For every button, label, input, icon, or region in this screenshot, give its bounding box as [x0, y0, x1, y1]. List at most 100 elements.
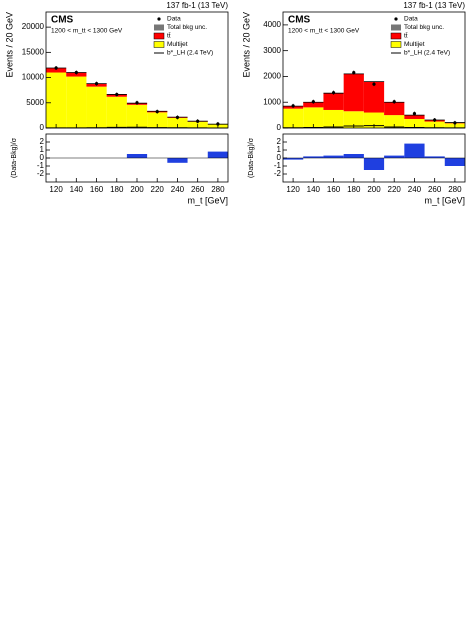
multijet-bar — [363, 112, 385, 128]
x-label: m_t [GeV] — [187, 195, 228, 205]
lumi: 137 fb-1 (13 TeV) — [166, 1, 228, 10]
legend-entry: tt̄ — [404, 32, 408, 40]
ttbar-bar — [384, 102, 405, 116]
x-tick-label: 160 — [90, 185, 104, 194]
pull-tick-label: 1 — [277, 145, 282, 154]
y-tick-label: 20000 — [22, 22, 45, 31]
x-tick-label: 160 — [327, 185, 341, 194]
data-point — [155, 110, 159, 114]
y-tick-label: 2000 — [263, 72, 281, 81]
pull-bar — [126, 154, 148, 158]
legend-marker — [153, 32, 165, 40]
legend-entry: b*_LH (2.4 TeV) — [167, 50, 213, 57]
data-point — [331, 91, 336, 95]
legend-entry: b*_LH (2.4 TeV) — [404, 50, 450, 57]
legend-unc-marker — [391, 24, 401, 31]
y-tick-label: 15000 — [22, 47, 45, 56]
pull-bar — [323, 155, 344, 158]
pull-bar — [283, 158, 304, 160]
multijet-bar — [384, 115, 405, 128]
x-tick-label: 240 — [171, 185, 185, 194]
pull-tick-label: 2 — [40, 137, 45, 146]
legend-entry: Total bkg unc. — [404, 24, 444, 31]
ttbar-bar — [363, 81, 385, 113]
x-tick-label: 120 — [286, 185, 300, 194]
data-point — [54, 66, 58, 70]
multijet-bar — [106, 96, 127, 128]
y-label: Events / 20 GeV — [4, 12, 14, 78]
pull-tick-label: 2 — [277, 137, 282, 146]
x-label: m_t [GeV] — [424, 195, 465, 205]
legend-marker — [390, 32, 402, 40]
x-tick-label: 200 — [130, 185, 144, 194]
multijet-bar — [283, 108, 304, 128]
x-tick-label: 140 — [307, 185, 321, 194]
x-tick-label: 180 — [347, 185, 361, 194]
experiment: CMS — [288, 15, 311, 26]
multijet-bar — [404, 118, 425, 128]
data-point — [412, 111, 417, 116]
legend-entry: tt̄ — [167, 32, 171, 40]
pull-tick-label: 1 — [40, 145, 45, 154]
x-tick-label: 180 — [110, 185, 124, 194]
lumi: 137 fb-1 (13 TeV) — [403, 1, 465, 10]
data-point — [291, 104, 295, 108]
pull-bar — [343, 154, 364, 158]
pull-bar — [363, 158, 385, 170]
y-tick-label: 0 — [40, 123, 45, 132]
experiment: CMS — [51, 15, 74, 26]
x-tick-label: 280 — [448, 185, 462, 194]
data-point — [372, 82, 376, 86]
data-point — [311, 100, 315, 104]
data-point — [115, 92, 119, 97]
multijet-bar — [323, 109, 344, 128]
pull-tick-label: -1 — [37, 161, 45, 170]
pull-label: (Data-Bkg)/σ — [11, 137, 18, 178]
multijet-bar — [46, 72, 67, 128]
legend-unc-marker — [154, 24, 164, 31]
y-tick-label: 5000 — [26, 98, 44, 107]
data-point — [453, 121, 457, 125]
data-point — [392, 100, 396, 104]
multijet-bar — [66, 76, 87, 128]
pull-bar — [384, 155, 405, 158]
pull-bar — [167, 158, 188, 163]
pull-tick-label: -2 — [37, 169, 45, 178]
pull-tick-label: 0 — [277, 153, 282, 162]
x-tick-label: 200 — [367, 185, 381, 194]
multijet-bar — [167, 117, 188, 128]
legend-entry: Data — [167, 16, 181, 23]
x-tick-label: 240 — [408, 185, 422, 194]
legend-entry: Multijet — [167, 41, 188, 48]
y-tick-label: 10000 — [22, 73, 45, 82]
pull-bar — [444, 158, 465, 166]
legend-marker — [390, 41, 402, 48]
data-point — [74, 70, 78, 75]
pull-label: (Data-Bkg)/σ — [248, 137, 255, 178]
x-tick-label: 220 — [151, 185, 165, 194]
data-point — [94, 82, 99, 86]
ttbar-bar — [303, 102, 324, 108]
ttbar-bar — [323, 93, 344, 110]
data-point — [216, 122, 220, 126]
multijet-bar — [147, 112, 168, 128]
y-label: Events / 20 GeV — [241, 12, 251, 78]
pull-bar — [424, 156, 445, 158]
data-point — [196, 119, 200, 123]
ttbar-bar — [343, 73, 364, 112]
pull-tick-label: -2 — [274, 169, 282, 178]
region: 1200 < m_tt < 1300 GeV — [288, 28, 360, 35]
data-point — [352, 70, 356, 75]
y-tick-label: 1000 — [263, 97, 281, 106]
multijet-bar — [86, 86, 107, 128]
x-tick-label: 120 — [49, 185, 63, 194]
y-tick-label: 4000 — [263, 20, 281, 29]
x-tick-label: 260 — [191, 185, 205, 194]
y-tick-label: 0 — [277, 123, 282, 132]
ttbar-bar — [46, 67, 67, 73]
data-point — [135, 101, 139, 105]
ttbar-bar — [404, 115, 425, 119]
